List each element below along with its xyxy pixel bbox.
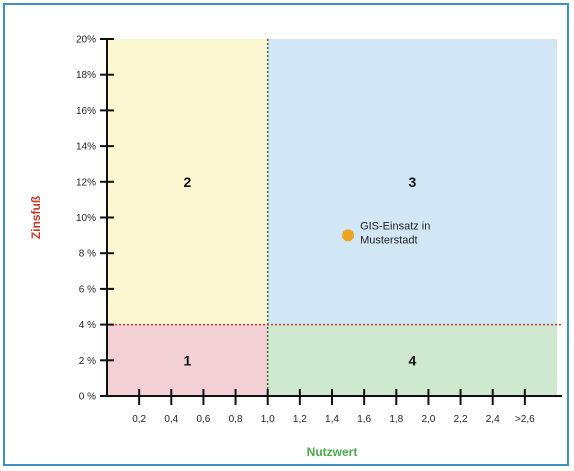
x-tick-label: 0,8 — [229, 414, 243, 425]
x-tick-label: 2,4 — [486, 414, 500, 425]
x-tick-label: 0,4 — [164, 414, 178, 425]
quadrant-label-4: 4 — [408, 352, 416, 368]
x-tick-label: 1,8 — [389, 414, 403, 425]
data-point — [342, 229, 355, 242]
quadrant-backgrounds — [107, 39, 557, 396]
x-tick-label: 1,0 — [261, 414, 275, 425]
y-tick-label: 4 % — [79, 320, 96, 331]
y-tick-label: 20% — [76, 35, 96, 46]
quadrant-3 — [267, 39, 557, 325]
y-tick-label: 18% — [76, 70, 96, 81]
y-tick-label: 12% — [76, 177, 96, 188]
x-tick-label: 1,6 — [357, 414, 371, 425]
x-axis-title: Nutzwert — [307, 445, 358, 459]
quadrant-label-2: 2 — [183, 174, 191, 190]
x-tick-label: 2,2 — [454, 414, 468, 425]
threshold-lines — [107, 39, 562, 396]
data-points: GIS-Einsatz in Musterstadt — [342, 220, 430, 246]
x-tick-label: 2,0 — [421, 414, 435, 425]
quadrant-labels: 1 2 3 4 — [183, 174, 416, 368]
x-tick-label: 0,2 — [132, 414, 146, 425]
data-point-label: GIS-Einsatz in Musterstadt — [360, 220, 430, 246]
y-tick-label: 8 % — [79, 249, 96, 260]
y-tick-label: 0 % — [79, 392, 96, 403]
quadrant-4 — [267, 324, 557, 396]
axes: 0 % 2 % 4 % 6 % 8 % 10% 12% 14% 16% 18% 20% 0,2 0,4 0… — [76, 35, 562, 425]
x-tick-label: 0,6 — [196, 414, 210, 425]
quadrant-label-1: 1 — [183, 352, 191, 368]
y-tick-label: 10% — [76, 213, 96, 224]
x-tick-label: 1,4 — [325, 414, 339, 425]
quadrant-1 — [107, 324, 268, 396]
x-tick-label: >2,6 — [515, 414, 535, 425]
y-tick-label: 16% — [76, 106, 96, 117]
y-tick-label: 6 % — [79, 284, 96, 295]
y-axis-title: Zinsfuß — [29, 196, 43, 239]
quadrant-2 — [107, 39, 268, 325]
y-tick-label: 14% — [76, 142, 96, 153]
y-tick-label: 2 % — [79, 356, 96, 367]
quadrant-label-3: 3 — [408, 174, 416, 190]
x-tick-label: 1,2 — [293, 414, 307, 425]
